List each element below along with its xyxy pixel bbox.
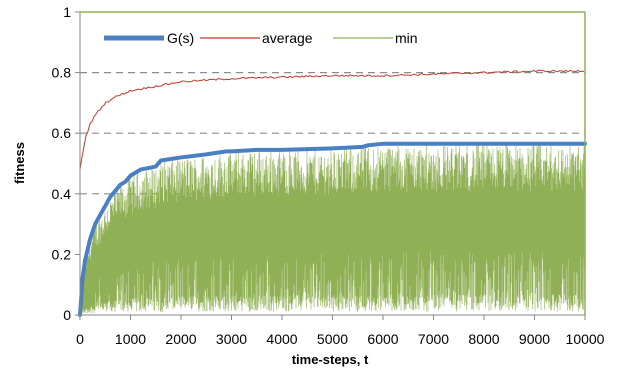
gs-series — [78, 141, 587, 317]
x-tick-label: 3000 — [216, 331, 247, 347]
x-tick-labels: 0 1000 2000 3000 4000 5000 6000 7000 8000 9000 100… — [76, 331, 605, 347]
x-tick-label: 2000 — [165, 331, 196, 347]
y-tick-label: 1 — [63, 4, 71, 20]
x-tick-label: 1000 — [115, 331, 146, 347]
y-tick-label: 0 — [63, 307, 71, 323]
y-tick-label: 0.2 — [52, 246, 72, 262]
y-axis-title: fitness — [12, 142, 27, 184]
x-tick-label: 5000 — [317, 331, 348, 347]
x-tick-label: 4000 — [266, 331, 297, 347]
gs-series-line — [78, 141, 587, 317]
min-series-line — [79, 143, 586, 316]
average-series-line — [79, 69, 585, 170]
x-axis-title: time-steps, t — [292, 352, 369, 367]
x-tick-label: 10000 — [566, 331, 605, 347]
legend-label-min: min — [395, 30, 418, 46]
min-series — [79, 143, 586, 316]
x-tick-label: 7000 — [418, 331, 449, 347]
y-tick-label: 0.8 — [52, 65, 72, 81]
y-tick-label: 0.4 — [52, 186, 72, 202]
legend-label-gs: G(s) — [167, 30, 194, 46]
legend-label-average: average — [262, 30, 313, 46]
average-series — [79, 69, 585, 170]
x-tick-label: 8000 — [468, 331, 499, 347]
y-tick-labels: 0 0.2 0.4 0.6 0.8 1 — [52, 4, 72, 323]
axes — [75, 11, 586, 320]
y-tick-label: 0.6 — [52, 125, 72, 141]
x-tick-label: 0 — [76, 331, 84, 347]
legend: G(s) average min — [98, 26, 438, 50]
x-tick-label: 6000 — [367, 331, 398, 347]
x-tick-label: 9000 — [519, 331, 550, 347]
